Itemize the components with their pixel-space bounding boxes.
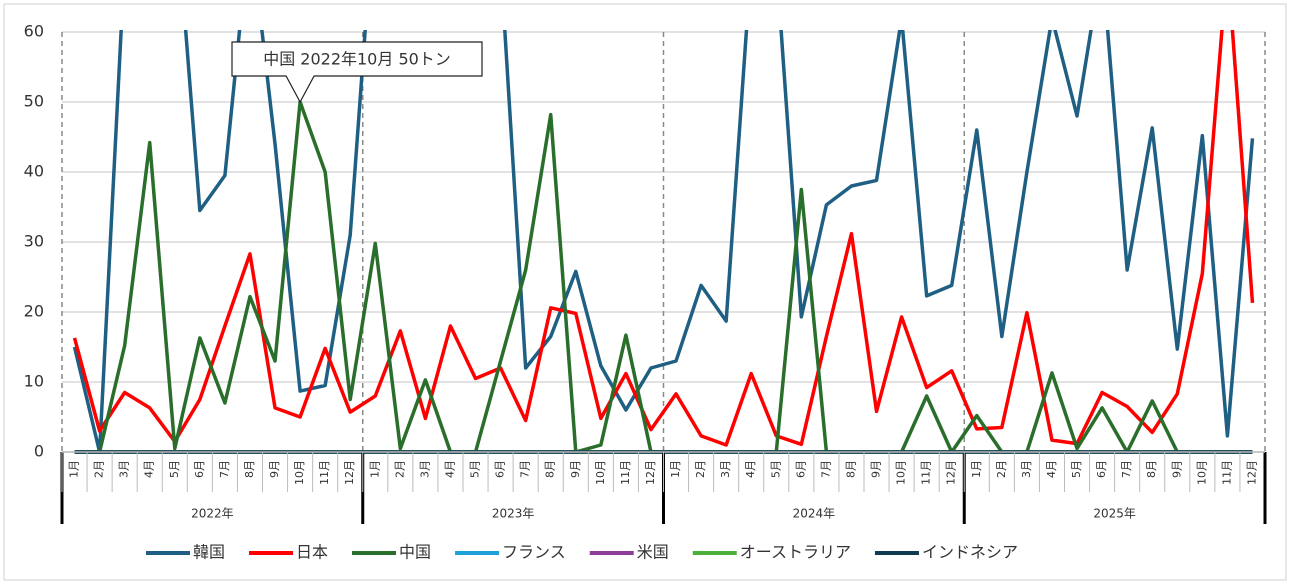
legend-label: 米国 (637, 543, 669, 562)
x-tick-label: 4月 (744, 460, 757, 478)
year-label: 2024年 (793, 507, 836, 521)
year-label: 2023年 (492, 507, 535, 521)
y-tick-label: 10 (24, 372, 44, 391)
x-tick-label: 3月 (719, 460, 732, 478)
x-tick-label: 6月 (193, 460, 206, 478)
x-tick-label: 8月 (1145, 460, 1158, 478)
series-line (72, 30, 1255, 447)
legend-label: 韓国 (193, 543, 225, 562)
x-tick-label: 5月 (168, 460, 181, 478)
x-tick-label: 3月 (1020, 460, 1033, 478)
x-tick-label: 10月 (293, 460, 306, 485)
x-tick-label: 9月 (569, 460, 582, 478)
x-tick-label: 6月 (494, 460, 507, 478)
x-tick-label: 7月 (819, 460, 832, 478)
x-tick-label: 4月 (443, 460, 456, 478)
x-tick-label: 6月 (794, 460, 807, 478)
x-tick-label: 5月 (469, 460, 482, 478)
x-tick-label: 1月 (68, 460, 81, 478)
x-tick-label: 5月 (1070, 460, 1083, 478)
x-tick-label: 10月 (1195, 460, 1208, 485)
x-tick-label: 1月 (368, 460, 381, 478)
y-tick-label: 20 (24, 302, 44, 321)
x-tick-label: 8月 (243, 460, 256, 478)
x-tick-label: 7月 (1120, 460, 1133, 478)
x-tick-label: 12月 (644, 460, 657, 485)
x-tick-label: 2月 (995, 460, 1008, 478)
x-tick-label: 7月 (218, 460, 231, 478)
x-tick-label: 9月 (870, 460, 883, 478)
x-tick-label: 2月 (393, 460, 406, 478)
x-tick-label: 1月 (669, 460, 682, 478)
x-tick-label: 4月 (143, 460, 156, 478)
y-tick-label: 50 (24, 92, 44, 111)
x-tick-label: 11月 (920, 460, 933, 485)
y-tick-label: 30 (24, 232, 44, 251)
x-tick-label: 10月 (594, 460, 607, 485)
x-tick-label: 12月 (945, 460, 958, 485)
x-tick-label: 12月 (343, 460, 356, 485)
x-tick-label: 3月 (118, 460, 131, 478)
y-tick-label: 0 (34, 442, 44, 461)
x-tick-label: 1月 (970, 460, 983, 478)
x-tick-label: 11月 (619, 460, 632, 485)
x-tick-label: 2月 (694, 460, 707, 478)
x-tick-label: 10月 (895, 460, 908, 485)
chart-border (3, 3, 1287, 581)
annotation-text: 中国 2022年10月 50トン (263, 50, 451, 69)
x-tick-label: 7月 (519, 460, 532, 478)
annotation-box (231, 41, 483, 104)
year-label: 2025年 (1093, 507, 1136, 521)
x-tick-label: 11月 (318, 460, 331, 485)
x-tick-label: 9月 (268, 460, 281, 478)
x-tick-label: 4月 (1045, 460, 1058, 478)
x-tick-label: 8月 (844, 460, 857, 478)
x-tick-label: 9月 (1170, 460, 1183, 478)
x-tick-label: 3月 (418, 460, 431, 478)
x-tick-label: 6月 (1095, 460, 1108, 478)
legend-label: 日本 (296, 543, 328, 562)
x-tick-label: 2月 (93, 460, 106, 478)
legend-label: インドネシア (922, 543, 1018, 562)
y-tick-label: 40 (24, 162, 44, 181)
x-tick-label: 5月 (769, 460, 782, 478)
x-tick-label: 11月 (1220, 460, 1233, 485)
legend-label: フランス (502, 543, 566, 562)
x-tick-label: 8月 (544, 460, 557, 478)
y-tick-label: 60 (24, 22, 44, 41)
legend-label: 中国 (399, 543, 431, 562)
year-label: 2022年 (191, 507, 234, 521)
legend-label: オーストラリア (740, 543, 851, 562)
series-line (72, 30, 1255, 454)
x-tick-label: 12月 (1245, 460, 1258, 485)
